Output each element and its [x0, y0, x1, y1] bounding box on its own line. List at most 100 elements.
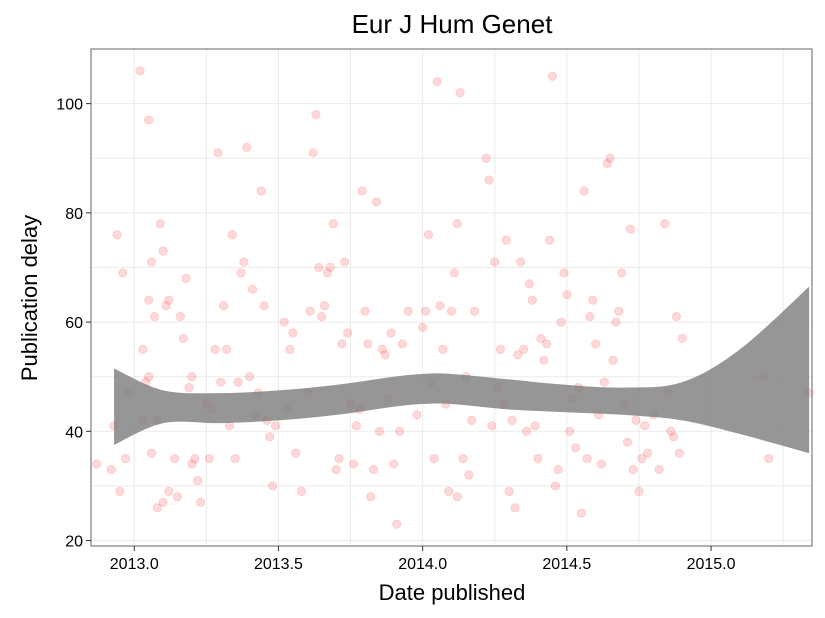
data-point — [518, 344, 529, 355]
x-tick-label: 2014.5 — [542, 556, 591, 573]
data-point — [184, 382, 194, 393]
data-point — [622, 437, 633, 447]
data-point — [178, 333, 188, 344]
data-point — [432, 77, 442, 87]
data-point — [516, 257, 526, 267]
data-point — [389, 459, 399, 469]
data-point — [530, 421, 540, 431]
data-point — [351, 421, 362, 431]
data-point — [660, 219, 670, 229]
data-point — [259, 300, 269, 311]
data-point — [340, 257, 350, 267]
data-point — [541, 339, 552, 349]
x-tick-label: 2015.0 — [687, 556, 736, 573]
data-point — [628, 464, 638, 475]
data-point — [230, 453, 240, 464]
data-point — [368, 464, 379, 475]
data-point — [236, 268, 246, 278]
data-point — [305, 306, 315, 316]
data-point — [599, 377, 610, 387]
data-point — [213, 148, 223, 158]
data-point — [417, 322, 428, 333]
data-point — [394, 426, 405, 437]
data-point — [533, 453, 543, 464]
data-point — [210, 344, 220, 355]
data-point — [605, 153, 615, 163]
data-point — [562, 290, 572, 300]
data-point — [164, 295, 174, 305]
data-point — [190, 453, 200, 464]
x-tick-label: 2013.0 — [110, 556, 159, 573]
data-point — [458, 453, 468, 464]
data-point — [392, 519, 402, 529]
data-point — [187, 459, 197, 469]
y-tick-label: 80 — [65, 206, 83, 223]
data-point — [149, 311, 160, 322]
data-point — [611, 317, 621, 327]
data-point — [579, 186, 589, 196]
data-point — [547, 71, 558, 82]
data-point — [565, 426, 575, 437]
data-point — [363, 339, 373, 349]
data-point — [325, 262, 336, 273]
data-point — [642, 448, 653, 458]
data-point — [380, 350, 390, 360]
data-point — [608, 355, 618, 366]
data-point — [348, 459, 359, 469]
y-axis-ticks: 20 40 60 80 100 — [56, 97, 91, 551]
data-point — [596, 459, 607, 469]
data-point — [677, 333, 687, 344]
data-point — [311, 109, 321, 120]
data-point — [285, 344, 295, 355]
data-point — [524, 279, 535, 289]
data-point — [279, 317, 289, 327]
data-point — [371, 197, 382, 207]
data-point — [487, 421, 497, 431]
data-point — [112, 229, 122, 240]
data-point — [481, 153, 491, 163]
data-point — [158, 497, 168, 508]
data-point — [397, 339, 408, 349]
data-point — [377, 344, 387, 355]
data-point — [135, 66, 145, 76]
data-point — [412, 410, 422, 420]
data-point — [671, 311, 682, 322]
data-point — [553, 464, 563, 475]
data-point — [510, 503, 520, 513]
data-point — [521, 426, 532, 437]
data-point — [172, 492, 183, 502]
data-point — [319, 300, 330, 311]
data-point — [429, 453, 439, 464]
data-point — [539, 355, 549, 366]
data-point — [92, 459, 102, 469]
data-point — [337, 339, 347, 349]
data-point — [256, 186, 266, 196]
data-point — [466, 415, 477, 426]
data-point — [374, 426, 385, 437]
data-point — [270, 421, 281, 431]
plot-background — [91, 49, 812, 546]
data-point — [625, 224, 636, 234]
data-point — [602, 158, 612, 169]
plot-frame — [90, 48, 813, 547]
data-point — [193, 475, 203, 486]
y-tick-label: 40 — [65, 424, 83, 441]
data-point — [501, 235, 511, 245]
data-point — [438, 344, 448, 355]
data-point — [221, 344, 232, 355]
data-point — [403, 306, 413, 316]
x-axis-title: Date published — [379, 580, 526, 605]
data-point — [420, 306, 431, 316]
data-point — [288, 328, 298, 338]
data-point — [328, 219, 338, 229]
confidence-band — [114, 286, 810, 454]
data-point — [469, 306, 480, 316]
data-point — [227, 229, 238, 240]
data-point — [449, 268, 460, 278]
data-point — [665, 426, 676, 437]
data-point — [556, 317, 566, 327]
x-axis-ticks: 2013.0 2013.5 2014.0 2014.5 2015.0 — [110, 546, 736, 573]
data-point — [654, 464, 664, 475]
data-point — [446, 306, 457, 316]
